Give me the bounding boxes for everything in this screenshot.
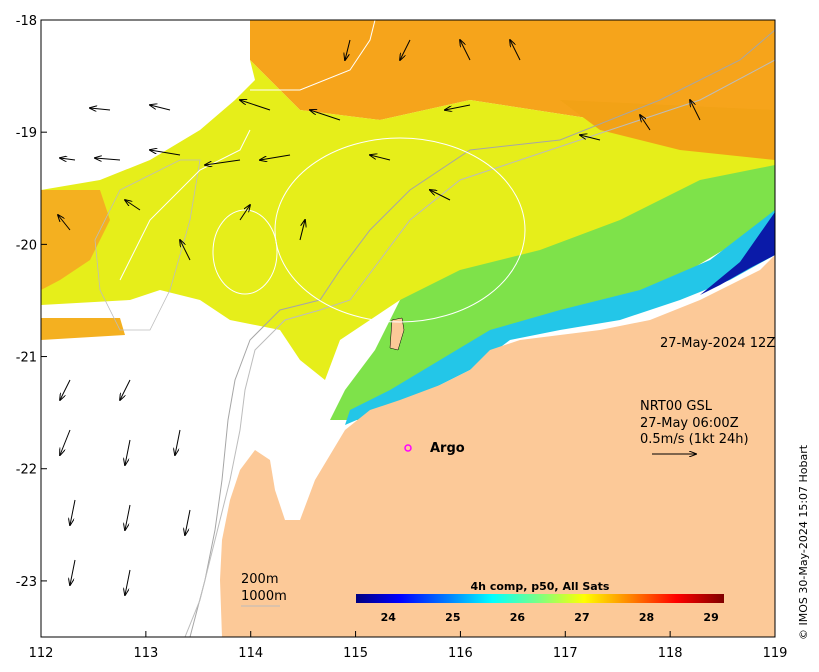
x-axis: 112 113 114 115 116 117 118 119 (29, 631, 788, 661)
current-label-line-2: 27-May 06:00Z (640, 416, 739, 431)
plot-frame (40, 19, 776, 638)
colorbar-tick-label: 28 (639, 611, 654, 624)
sst-cool-region (345, 210, 775, 425)
sst-green-region (330, 165, 775, 420)
x-tick-label: 117 (553, 646, 578, 661)
bathy-label-200m: 200m (241, 572, 278, 587)
x-tick-label: 118 (658, 646, 683, 661)
colorbar-tick-label: 29 (703, 611, 718, 624)
y-axis: -18 -19 -20 -21 -22 -23 (16, 14, 47, 590)
colorbar-tick-label: 27 (574, 611, 589, 624)
colorbar (356, 594, 724, 603)
x-tick-label: 119 (763, 646, 788, 661)
x-tick-label: 116 (448, 646, 473, 661)
current-label-line-1: NRT00 GSL (640, 399, 713, 414)
argo-label: Argo (430, 441, 465, 456)
y-tick-label: -22 (16, 463, 37, 478)
sst-mid-region (41, 60, 775, 380)
sla-contour-2 (274, 137, 526, 323)
y-tick-label: -21 (16, 351, 37, 366)
bathy-label-1000m: 1000m (241, 589, 287, 604)
sst-cold-region (700, 212, 775, 295)
bathy-contour-deep (94, 159, 201, 331)
colorbar-title: 4h comp, p50, All Sats (471, 580, 610, 593)
colorbar-tick-label: 24 (381, 611, 397, 624)
current-vectors (58, 40, 701, 595)
x-tick-label: 112 (29, 646, 54, 661)
land (220, 255, 775, 637)
y-tick-label: -19 (16, 126, 37, 141)
bathy-contour-1000m (184, 59, 775, 637)
x-tick-label: 115 (343, 646, 368, 661)
bathy-contour-200m (189, 29, 775, 637)
current-label-line-3: 0.5m/s (1kt 24h) (640, 432, 749, 447)
sla-contour-4 (250, 20, 376, 91)
credit-text: © IMOS 30-May-2024 15:07 Hobart (797, 444, 810, 640)
colorbar-tick-label: 26 (510, 611, 526, 624)
y-tick-label: -18 (16, 14, 37, 29)
timestamp-label: 27-May-2024 12Z (660, 336, 775, 351)
sla-contour-3 (119, 129, 251, 281)
sst-east-orange (560, 100, 775, 160)
island (389, 317, 405, 351)
argo-marker (404, 444, 412, 452)
x-tick-label: 113 (133, 646, 158, 661)
colorbar-tick-label: 25 (445, 611, 460, 624)
y-tick-label: -23 (16, 575, 37, 590)
y-tick-label: -20 (16, 238, 37, 253)
x-tick-label: 114 (238, 646, 263, 661)
sst-west-patch-2 (41, 318, 125, 340)
colorbar-ticks: 24 25 26 27 28 29 (381, 611, 719, 624)
